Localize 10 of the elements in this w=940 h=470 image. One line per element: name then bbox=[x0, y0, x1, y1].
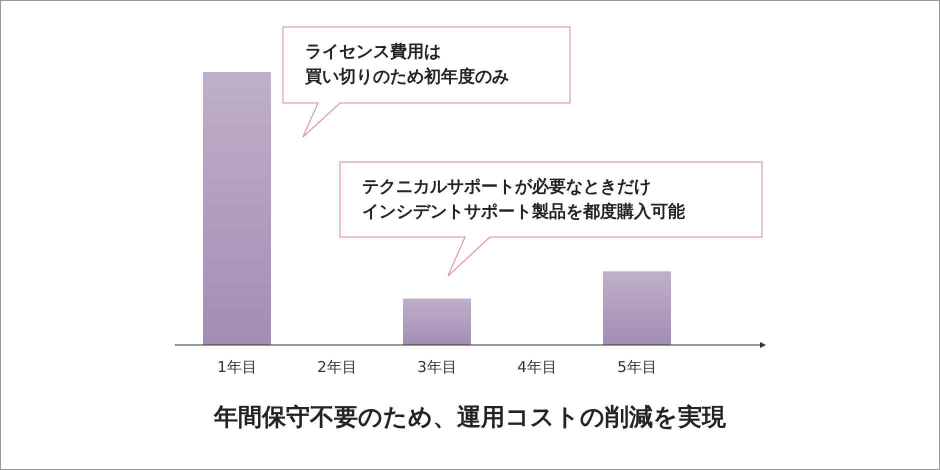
text: 年間保守不要のため、運用コストの削減を実現 bbox=[213, 403, 727, 431]
text: ライセンス費用は bbox=[305, 42, 441, 62]
x-tick-label: 5年目 bbox=[617, 358, 657, 376]
annotation: テクニカルサポートが必要なときだけ bbox=[362, 177, 651, 197]
x-tick-label: 1年目 bbox=[217, 358, 257, 376]
x-tick-label: 4年目 bbox=[517, 358, 557, 376]
annotation: 買い切りのため初年度のみ bbox=[304, 67, 509, 87]
annotation: インシデントサポート製品を都度購入可能 bbox=[362, 202, 685, 222]
x-tick-label: 2年目 bbox=[317, 358, 357, 376]
x-tick-label: 3年目 bbox=[417, 358, 457, 376]
